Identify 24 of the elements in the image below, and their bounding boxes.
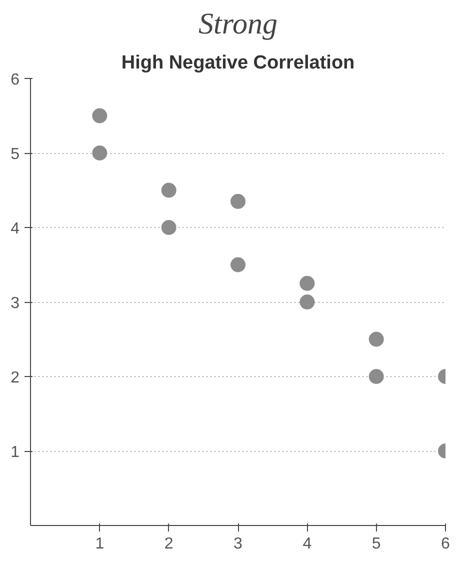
y-tick-label: 2: [10, 370, 20, 386]
y-tick-label: 6: [10, 72, 20, 88]
y-tick-label: 3: [10, 295, 20, 312]
x-tick-label: 3: [234, 536, 243, 552]
chart-title: High Negative Correlation: [121, 52, 355, 74]
point: [300, 294, 315, 310]
point: [230, 257, 246, 272]
y-tick-label: 1: [10, 444, 20, 461]
point: [92, 146, 108, 160]
point: [300, 276, 315, 291]
y-tick-label: 5: [10, 146, 20, 163]
point: [368, 332, 384, 347]
point: [161, 182, 176, 198]
text: Strong: [198, 8, 278, 40]
y-tick-label: 4: [10, 220, 20, 238]
point: [92, 108, 108, 124]
point: [161, 220, 176, 235]
point: [230, 194, 246, 209]
x-tick-label: 2: [164, 536, 174, 552]
x-tick-label: 6: [441, 536, 450, 552]
x-tick-label: 1: [95, 536, 104, 552]
x-tick-label: 5: [372, 536, 381, 552]
x-tick-label: 4: [302, 536, 312, 552]
point: [368, 369, 384, 384]
